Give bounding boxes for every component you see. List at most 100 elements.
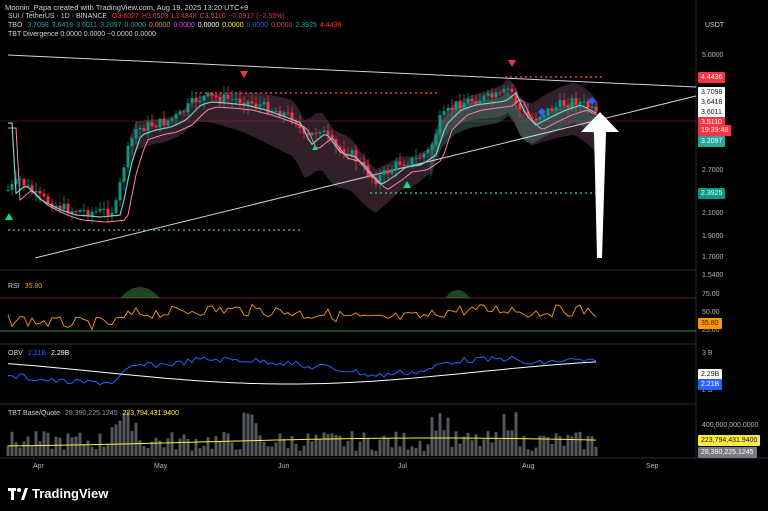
candle-body xyxy=(558,100,562,107)
volume-bar xyxy=(458,443,462,456)
candle-body xyxy=(110,212,114,216)
candle-body xyxy=(158,118,162,128)
base-quote-name[interactable]: TBT Base/Quote xyxy=(8,410,61,417)
ohlc-item: O3.6027 xyxy=(112,13,139,20)
candle-body xyxy=(374,177,378,184)
obv-line xyxy=(7,355,597,386)
candle-body xyxy=(278,110,282,117)
candle-body xyxy=(310,132,314,136)
tbo-value: 3.2097 xyxy=(100,22,122,29)
diamond-icon xyxy=(538,108,546,116)
candle-body xyxy=(182,111,186,113)
tradingview-logo[interactable]: TradingView xyxy=(8,486,108,501)
footer xyxy=(0,478,768,511)
volume-bar xyxy=(110,427,114,456)
candle-body xyxy=(526,111,530,118)
rsi-legend: RSI 35.80 xyxy=(8,283,45,290)
rsi-overbought-fill xyxy=(120,287,160,298)
price-axis-label: 1.5400 xyxy=(702,272,724,279)
volume-bar xyxy=(474,434,478,456)
volume-tag: 28,390,225.1245 xyxy=(698,447,757,458)
candle-body xyxy=(294,120,298,124)
sell-signal-icon xyxy=(508,60,516,67)
tbo-name[interactable]: TBO xyxy=(8,22,23,29)
volume-bar xyxy=(310,441,314,456)
candle-body xyxy=(246,101,250,106)
candle-body xyxy=(146,122,150,131)
volume-bar xyxy=(282,438,286,456)
candle-body xyxy=(82,210,86,212)
tbo-value: 0.0000 xyxy=(222,22,244,29)
candle-body xyxy=(262,101,266,105)
volume-bar xyxy=(90,446,94,456)
candle-body xyxy=(322,130,326,133)
sell-signal-icon xyxy=(240,71,248,78)
candle-body xyxy=(98,208,102,212)
volume-bar xyxy=(178,438,182,456)
candle-body xyxy=(486,93,490,96)
diamond-icon xyxy=(588,97,596,105)
time-axis-label: Jul xyxy=(398,463,407,470)
volume-bar xyxy=(94,448,98,456)
volume-bar xyxy=(30,445,34,456)
volume-bar xyxy=(150,441,154,456)
volume-bar xyxy=(490,442,494,456)
candle-body xyxy=(498,92,502,94)
volume-bar xyxy=(450,446,454,456)
candle-body xyxy=(378,175,382,184)
candle-body xyxy=(202,95,206,101)
volume-bar xyxy=(510,430,514,456)
candle-body xyxy=(450,107,454,110)
obv-name[interactable]: OBV xyxy=(8,350,23,357)
buy-signal-icon xyxy=(5,213,13,220)
candle-body xyxy=(454,101,458,110)
volume-bar xyxy=(370,449,374,456)
candle-body xyxy=(542,115,546,117)
volume-bar xyxy=(326,433,330,456)
rsi-name[interactable]: RSI xyxy=(8,283,20,290)
volume-bar xyxy=(46,432,50,456)
volume-bar xyxy=(6,445,10,456)
divergence-legend[interactable]: TBT Divergence 0.0000 0.0000 −0.0000 0.0… xyxy=(8,31,156,38)
candle-body xyxy=(34,191,38,193)
ohlc-item: H3.6503 xyxy=(141,13,169,20)
candle-body xyxy=(174,114,178,119)
candle-body xyxy=(586,101,590,108)
candle-body xyxy=(326,130,330,135)
volume-bar xyxy=(374,450,378,456)
candle-body xyxy=(566,105,570,107)
tbo-cloud xyxy=(130,78,598,213)
volume-ma-line xyxy=(7,437,597,447)
volume-bar xyxy=(470,440,474,456)
volume-bar xyxy=(390,447,394,456)
candle-body xyxy=(482,95,486,101)
price-axis-label: 1.7000 xyxy=(702,254,724,261)
rsi-axis-label: 25.00 xyxy=(702,327,720,334)
ohlc-item: C3.5110 xyxy=(199,13,226,20)
volume-bar xyxy=(434,430,438,456)
candle-body xyxy=(546,108,550,116)
volume-bar xyxy=(70,437,74,456)
volume-bar xyxy=(250,414,254,456)
volume-bar xyxy=(202,445,206,456)
tbo-value: 2.3925 xyxy=(295,22,317,29)
candle-body xyxy=(286,112,290,114)
candle-body xyxy=(562,100,566,106)
candle-body xyxy=(446,107,450,112)
volume-bar xyxy=(402,432,406,456)
volume-bar xyxy=(334,434,338,456)
candle-body xyxy=(402,164,406,166)
symbol-name[interactable]: SUI / TetherUS · 1D · BINANCE xyxy=(8,13,108,20)
candle-body xyxy=(114,200,118,213)
annotation-up-arrow-icon xyxy=(581,112,619,258)
candle-body xyxy=(274,110,278,112)
candle-body xyxy=(118,182,122,201)
volume-bar xyxy=(394,431,398,456)
candle-body xyxy=(222,94,226,103)
volume-bar xyxy=(482,439,486,456)
time-axis-label: May xyxy=(154,463,168,470)
vol-axis-label: 400,000,000.0000 xyxy=(702,422,759,429)
volume-bar xyxy=(378,439,382,456)
price-axis-label: 5.0000 xyxy=(702,52,724,59)
